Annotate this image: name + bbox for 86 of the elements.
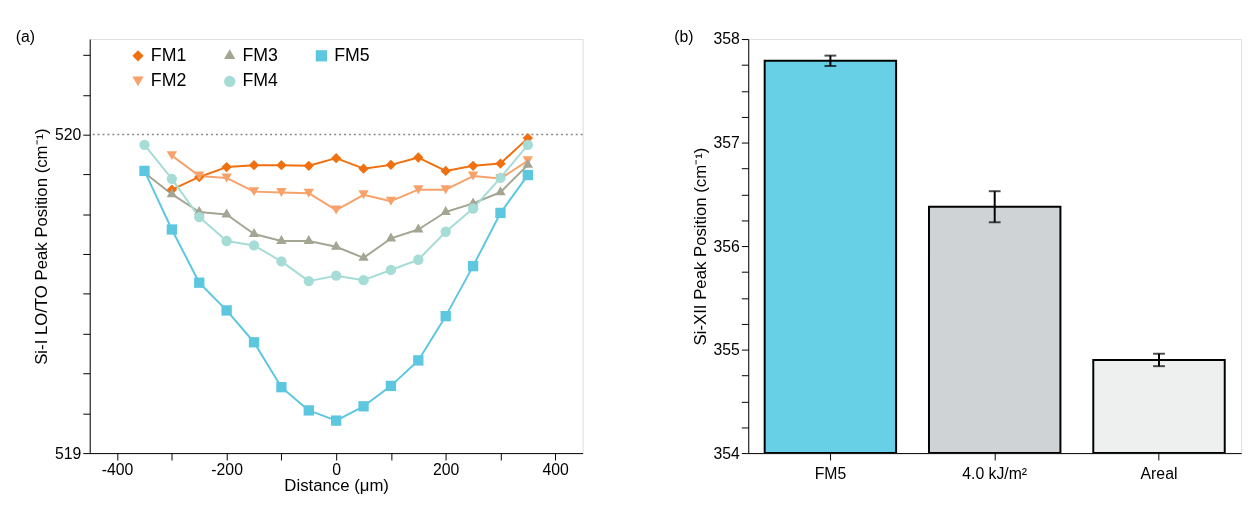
point (166, 224, 178, 235)
point (413, 254, 424, 265)
point (522, 169, 534, 181)
x-tick-label: FM5 (814, 465, 847, 483)
point (248, 160, 260, 171)
y-tick-label: 358 (713, 30, 741, 48)
point (221, 305, 232, 316)
legend-label: FM3 (242, 44, 279, 65)
point (413, 355, 424, 366)
point (303, 235, 314, 244)
point (248, 228, 260, 237)
point (248, 187, 260, 197)
y-tick-label: 357 (713, 133, 740, 151)
x-tick-label: -400 (101, 461, 134, 479)
point (221, 173, 232, 183)
point (276, 160, 287, 171)
point (194, 277, 205, 288)
point (248, 240, 260, 251)
x-tick-label: 200 (433, 461, 460, 479)
x-tick-label: 0 (332, 461, 342, 479)
x-tick-label: Areal (1140, 465, 1178, 483)
point (413, 185, 424, 195)
point (495, 186, 506, 196)
point (248, 337, 260, 348)
point (358, 251, 369, 261)
point (221, 235, 232, 247)
x-tick-label: 400 (542, 461, 570, 479)
point (358, 275, 369, 286)
legend-label: FM2 (150, 70, 187, 91)
point (358, 190, 369, 200)
point (440, 206, 451, 215)
point (194, 211, 205, 223)
point (303, 160, 314, 171)
point (221, 161, 232, 173)
y-tick-label: 519 (55, 444, 82, 462)
point (331, 415, 342, 426)
point (276, 235, 287, 244)
point (303, 188, 314, 198)
x-tick-label: 4.0 kJ/m² (962, 465, 1028, 483)
y-axis-title: Si-I LO/TO Peak Position (cm⁻¹) (32, 128, 52, 365)
point (331, 270, 342, 281)
point (440, 310, 451, 322)
point (303, 275, 314, 287)
legend-label: FM5 (334, 44, 370, 65)
point (467, 260, 479, 272)
point (440, 165, 451, 177)
point (385, 232, 397, 242)
point (276, 382, 287, 393)
text: (b) (674, 28, 694, 46)
point (440, 185, 451, 195)
y-tick-label: 354 (713, 444, 741, 462)
y-tick-label: 520 (55, 126, 82, 144)
point (413, 152, 424, 163)
point (276, 256, 287, 267)
point (303, 405, 314, 416)
point (139, 139, 150, 150)
point (385, 159, 397, 171)
point (522, 139, 534, 150)
point (331, 205, 342, 215)
point (166, 188, 178, 198)
point (440, 226, 451, 237)
point (467, 171, 479, 181)
point (221, 208, 232, 218)
y-tick-label: 356 (713, 237, 741, 255)
point (166, 173, 178, 185)
point (166, 151, 178, 161)
x-tick-label: -200 (211, 461, 244, 479)
point (358, 163, 369, 174)
point (385, 264, 397, 276)
legend-label: FM1 (150, 44, 187, 65)
point (385, 380, 397, 392)
legend-label: FM4 (242, 70, 279, 91)
point (358, 401, 369, 412)
point (467, 203, 479, 214)
point (413, 223, 424, 233)
point (385, 196, 397, 206)
x-axis-title: Distance (μm) (284, 476, 389, 496)
y-axis-title: Si-XII Peak Position (cm⁻¹) (690, 147, 710, 346)
point (331, 153, 342, 164)
point (276, 188, 287, 198)
point (495, 207, 506, 219)
y-tick-label: 355 (713, 341, 741, 359)
point (331, 240, 342, 250)
text: (a) (15, 28, 36, 46)
point (495, 158, 506, 169)
point (467, 160, 479, 171)
